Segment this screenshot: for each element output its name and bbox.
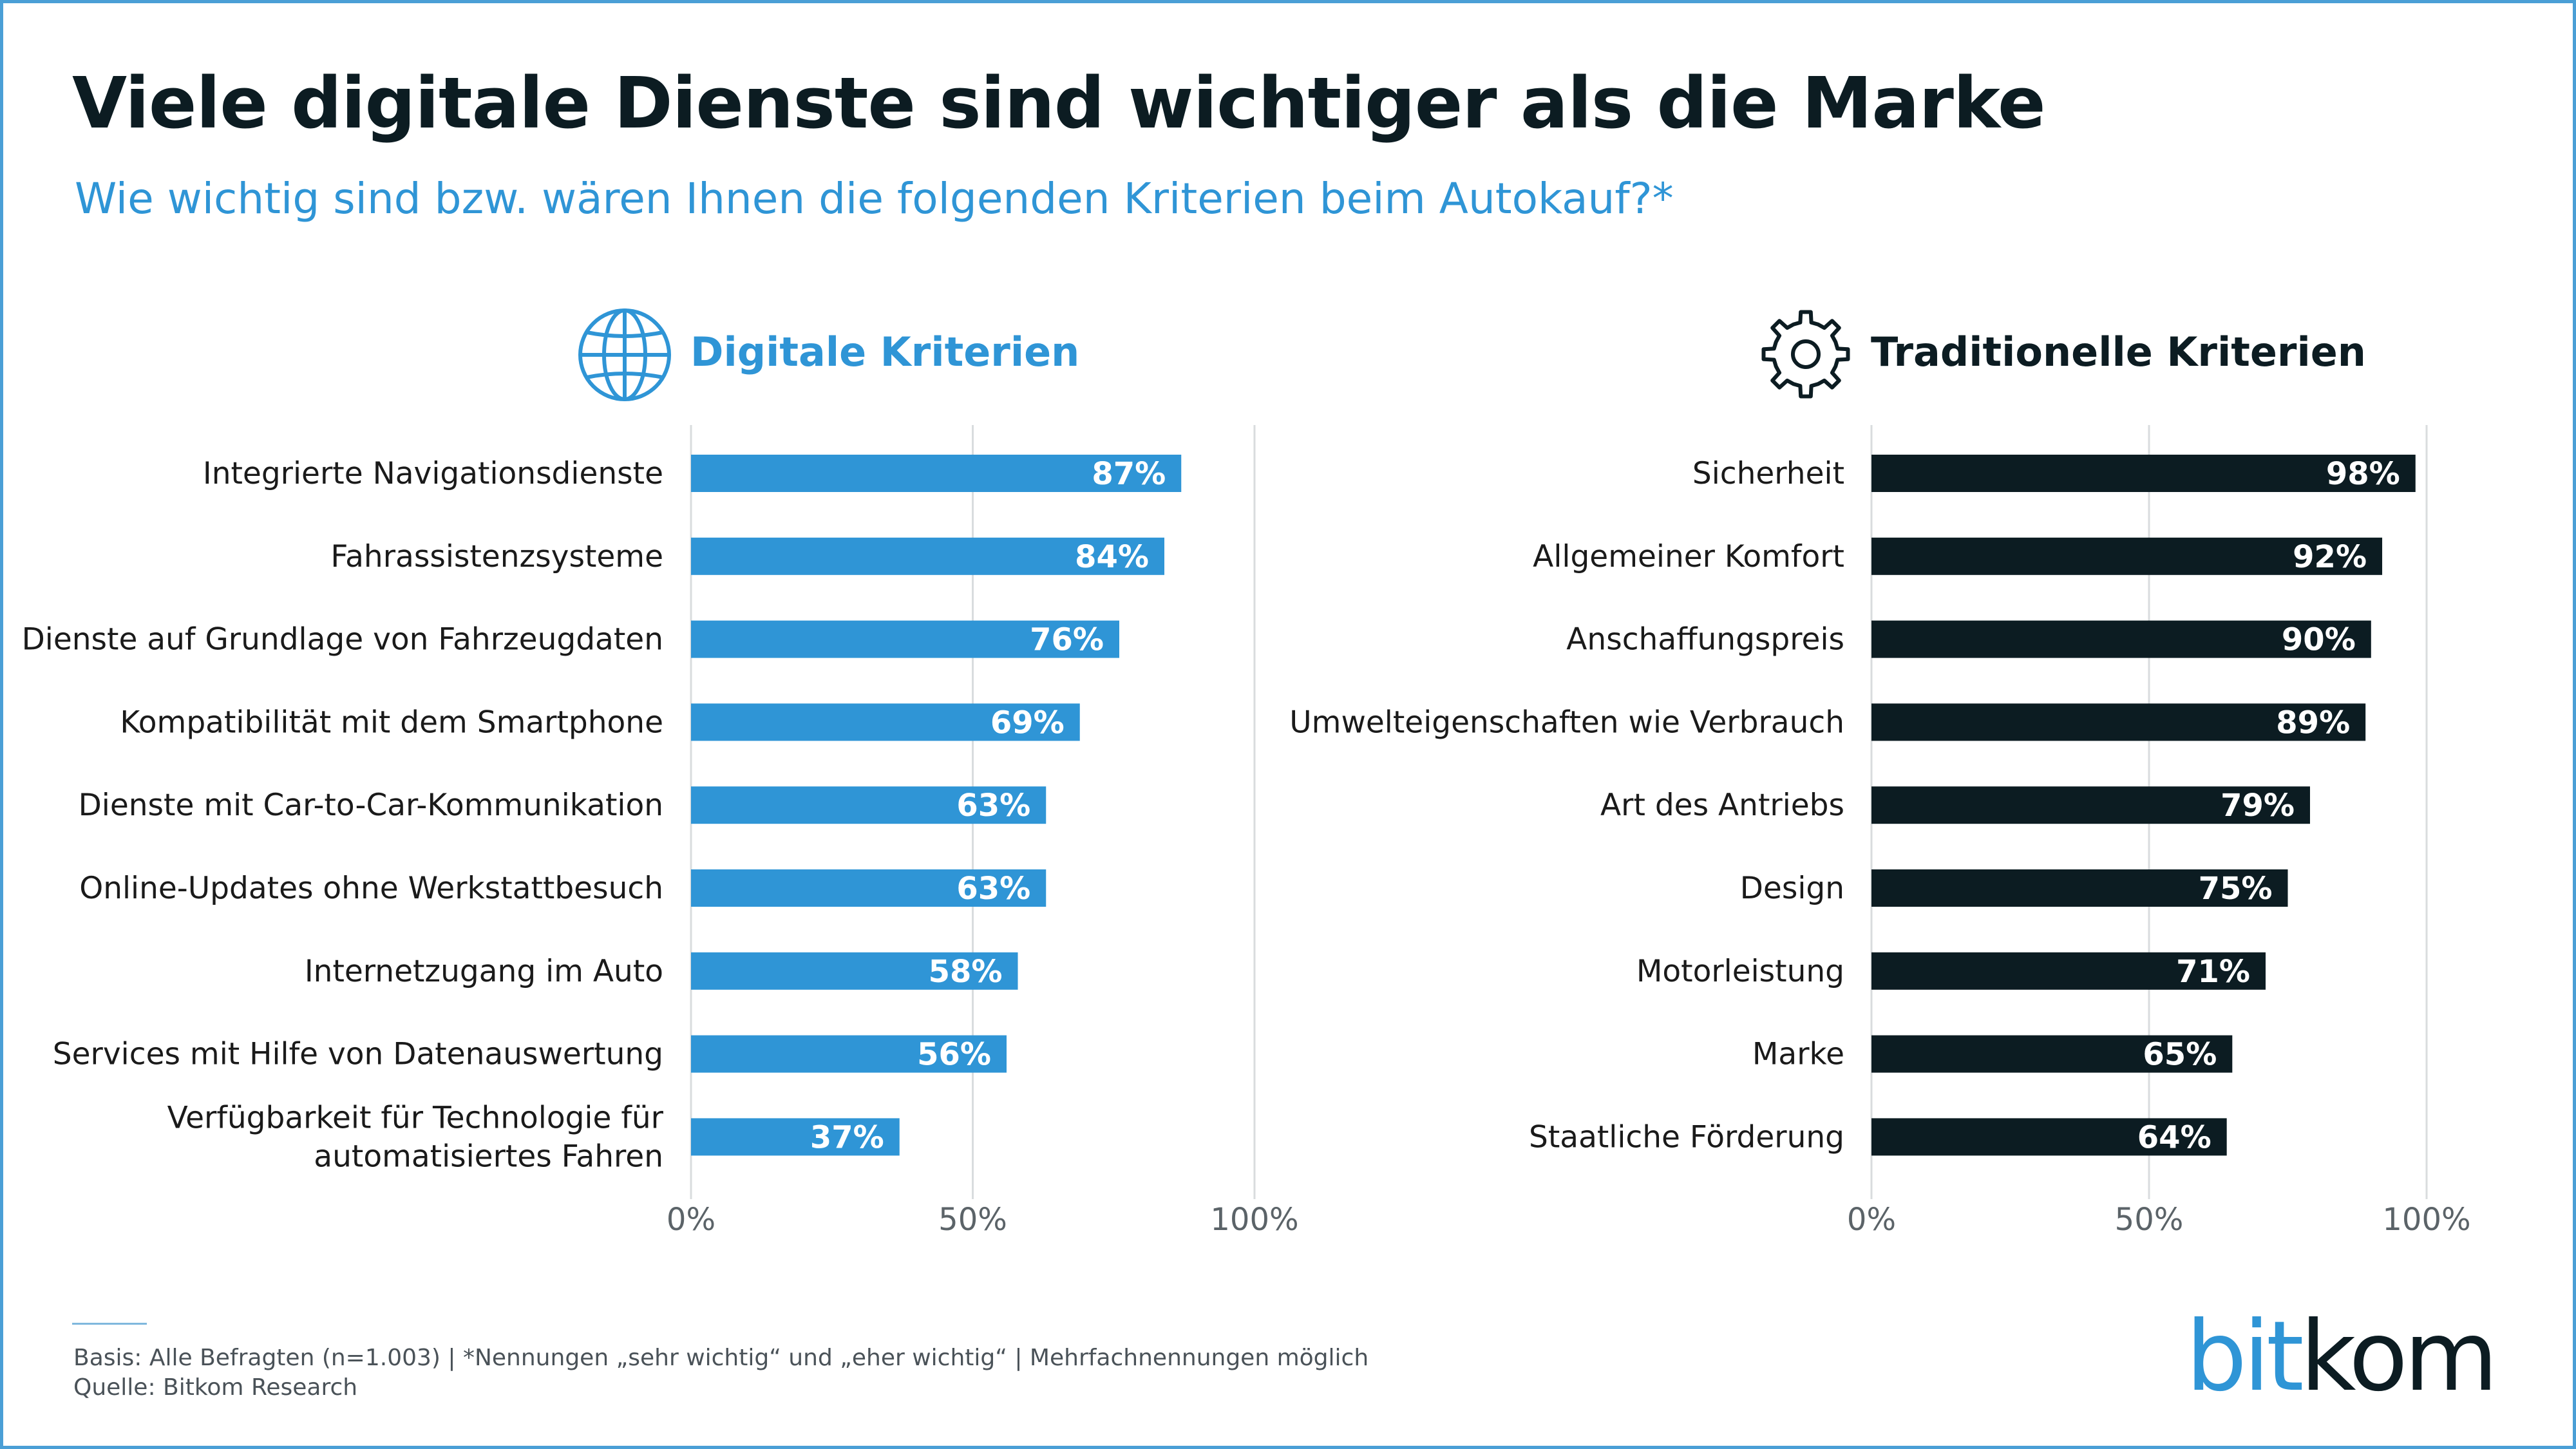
traditional-bar bbox=[1871, 537, 2383, 575]
traditional-category-label: Motorleistung bbox=[1636, 954, 1844, 989]
traditional-bar bbox=[1871, 620, 2371, 658]
digital-bar bbox=[691, 786, 1046, 824]
digital-bar bbox=[691, 1118, 900, 1156]
traditional-bar bbox=[1871, 455, 2416, 492]
digital-bar bbox=[691, 952, 1018, 990]
traditional-data-label: 89% bbox=[2276, 705, 2350, 741]
traditional-category-label: Design bbox=[1740, 871, 1844, 906]
traditional-bar bbox=[1871, 869, 2288, 907]
digital-bar bbox=[691, 703, 1080, 741]
digital-category-label: Fahrassistenzsysteme bbox=[330, 539, 663, 574]
traditional-category-label: Sicherheit bbox=[1692, 456, 1844, 491]
digital-data-label: 76% bbox=[1030, 622, 1104, 658]
traditional-bar bbox=[1871, 952, 2266, 990]
traditional-data-label: 90% bbox=[2282, 622, 2356, 658]
digital-x-tick-label: 50% bbox=[938, 1202, 1007, 1238]
traditional-category-label: Allgemeiner Komfort bbox=[1533, 539, 1844, 574]
traditional-category-label: Anschaffungspreis bbox=[1566, 622, 1844, 658]
footer-divider bbox=[72, 1323, 147, 1325]
gear-icon bbox=[1761, 310, 1850, 399]
traditional-data-label: 71% bbox=[2176, 954, 2250, 990]
traditional-bar bbox=[1871, 786, 2310, 824]
digital-data-label: 63% bbox=[956, 871, 1030, 907]
traditional-category-label: Art des Antriebs bbox=[1600, 788, 1844, 823]
traditional-x-tick-label: 0% bbox=[1847, 1202, 1896, 1238]
traditional-section-heading: Traditionelle Kriterien bbox=[1871, 328, 2366, 375]
digital-category-label: automatisiertes Fahren bbox=[314, 1139, 663, 1174]
digital-category-label: Integrierte Navigationsdienste bbox=[203, 456, 663, 491]
traditional-data-label: 79% bbox=[2221, 788, 2295, 824]
globe-icon bbox=[578, 308, 671, 401]
page-subtitle: Wie wichtig sind bzw. wären Ihnen die fo… bbox=[75, 174, 1674, 223]
traditional-bar bbox=[1871, 1118, 2227, 1156]
traditional-category-label: Umwelteigenschaften wie Verbrauch bbox=[1289, 705, 1844, 740]
traditional-category-label: Staatliche Förderung bbox=[1529, 1119, 1844, 1155]
digital-data-label: 87% bbox=[1092, 456, 1166, 492]
traditional-data-label: 92% bbox=[2293, 539, 2367, 575]
digital-category-label: Dienste auf Grundlage von Fahrzeugdaten bbox=[22, 622, 663, 658]
digital-x-tick-label: 100% bbox=[1210, 1202, 1298, 1238]
digital-data-label: 58% bbox=[929, 954, 1003, 990]
traditional-data-label: 65% bbox=[2143, 1037, 2217, 1073]
digital-data-label: 37% bbox=[810, 1119, 884, 1155]
traditional-bar bbox=[1871, 1035, 2233, 1073]
digital-category-label: Services mit Hilfe von Datenauswertung bbox=[53, 1037, 663, 1072]
digital-bar bbox=[691, 1035, 1007, 1073]
traditional-bar bbox=[1871, 703, 2366, 741]
digital-data-label: 84% bbox=[1075, 539, 1149, 575]
footer-source-note: Quelle: Bitkom Research bbox=[73, 1374, 358, 1401]
logo-part-kom: kom bbox=[2300, 1301, 2498, 1413]
traditional-category-label: Marke bbox=[1752, 1037, 1844, 1072]
page-title: Viele digitale Dienste sind wichtiger al… bbox=[72, 62, 2046, 144]
digital-category-label: Kompatibilität mit dem Smartphone bbox=[120, 705, 663, 740]
digital-category-label: Online-Updates ohne Werkstattbesuch bbox=[79, 871, 663, 906]
traditional-data-label: 64% bbox=[2137, 1119, 2211, 1155]
digital-category-label: Verfügbarkeit für Technologie für bbox=[167, 1100, 664, 1135]
traditional-x-tick-label: 100% bbox=[2382, 1202, 2470, 1238]
digital-data-label: 69% bbox=[990, 705, 1065, 741]
digital-section-heading: Digitale Kriterien bbox=[690, 328, 1080, 375]
digital-bar bbox=[691, 620, 1119, 658]
bitkom-logo: bitkom bbox=[2186, 1309, 2498, 1405]
digital-x-tick-label: 0% bbox=[667, 1202, 715, 1238]
footer-basis-note: Basis: Alle Befragten (n=1.003) | *Nennu… bbox=[73, 1345, 1369, 1371]
traditional-data-label: 98% bbox=[2326, 456, 2400, 492]
digital-category-label: Dienste mit Car-to-Car-Kommunikation bbox=[79, 788, 663, 823]
traditional-data-label: 75% bbox=[2199, 871, 2273, 907]
digital-bar bbox=[691, 869, 1046, 907]
logo-part-bit: bit bbox=[2186, 1301, 2304, 1413]
digital-data-label: 63% bbox=[956, 788, 1030, 824]
digital-data-label: 56% bbox=[917, 1037, 991, 1073]
digital-bar bbox=[691, 537, 1164, 575]
digital-bar bbox=[691, 455, 1182, 492]
traditional-x-tick-label: 50% bbox=[2115, 1202, 2184, 1238]
digital-category-label: Internetzugang im Auto bbox=[305, 954, 663, 989]
